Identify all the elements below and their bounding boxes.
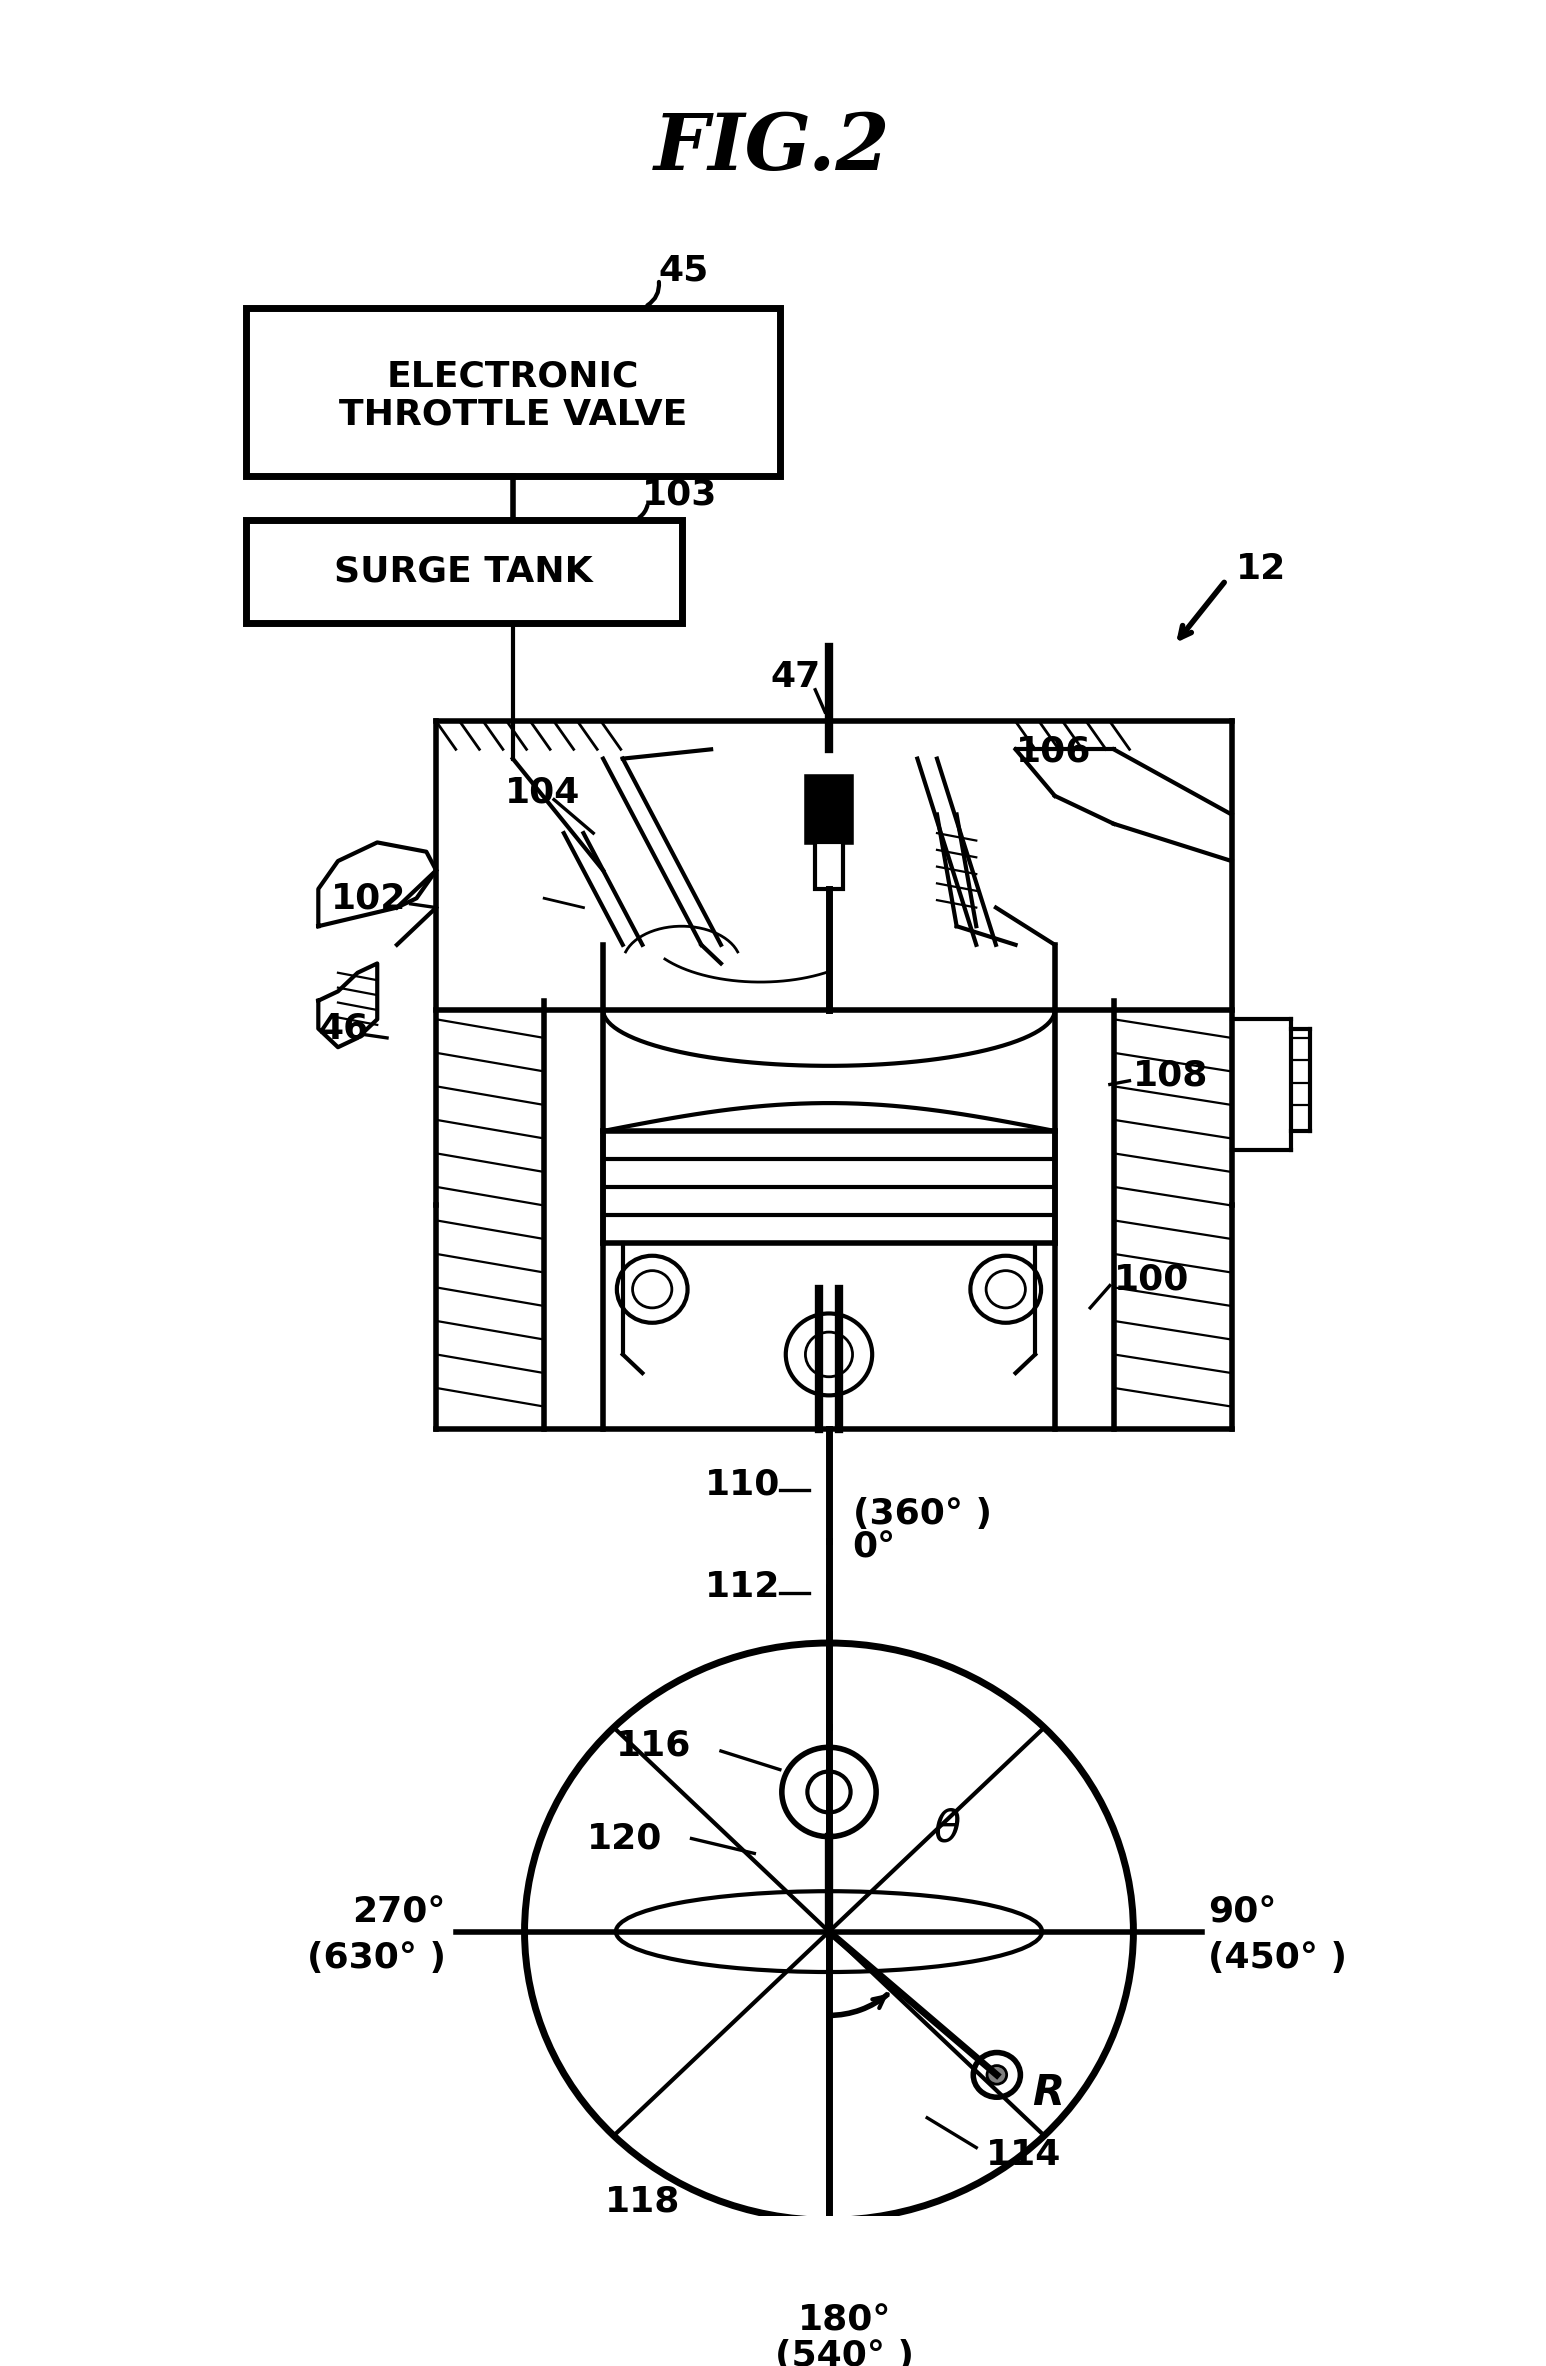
Circle shape [617,1256,688,1323]
Text: 47: 47 [770,660,821,693]
Text: 108: 108 [1133,1058,1209,1093]
Bar [815,842,843,890]
Text: 102: 102 [331,880,407,916]
Text: 12: 12 [1235,551,1286,587]
Text: 46: 46 [318,1013,368,1046]
Text: 120: 120 [586,1822,662,1855]
Text: 110: 110 [705,1467,779,1502]
Bar [807,778,850,842]
Text: 100: 100 [1113,1263,1189,1297]
Text: R: R [1033,2073,1064,2115]
Text: 90°: 90° [1207,1895,1277,1931]
Text: 112: 112 [705,1571,779,1604]
Text: 106: 106 [1016,733,1091,769]
Text: (360° ): (360° ) [852,1498,991,1531]
Text: (450° ): (450° ) [1207,1940,1347,1976]
Text: 270°: 270° [352,1895,445,1931]
Text: 45: 45 [659,253,708,289]
Circle shape [782,1746,877,1836]
Text: (540° ): (540° ) [775,2340,914,2366]
Text: THROTTLE VALVE: THROTTLE VALVE [339,397,686,431]
Text: 116: 116 [617,1730,691,1763]
Text: θ: θ [934,1808,960,1850]
Bar [246,308,779,476]
Text: 114: 114 [986,2139,1062,2172]
Circle shape [971,1256,1040,1323]
Text: 103: 103 [643,478,717,511]
Text: ELECTRONIC: ELECTRONIC [386,360,638,395]
Text: 118: 118 [604,2184,680,2219]
Circle shape [974,2054,1020,2096]
Circle shape [986,2066,1006,2084]
Text: 0°: 0° [852,1531,895,1564]
Text: (630° ): (630° ) [308,1940,445,1976]
Text: FIG.2: FIG.2 [654,109,890,187]
Text: SURGE TANK: SURGE TANK [334,554,594,589]
Bar [246,521,682,622]
Text: 104: 104 [506,776,580,809]
Circle shape [785,1313,872,1396]
Text: 180°: 180° [798,2304,892,2338]
